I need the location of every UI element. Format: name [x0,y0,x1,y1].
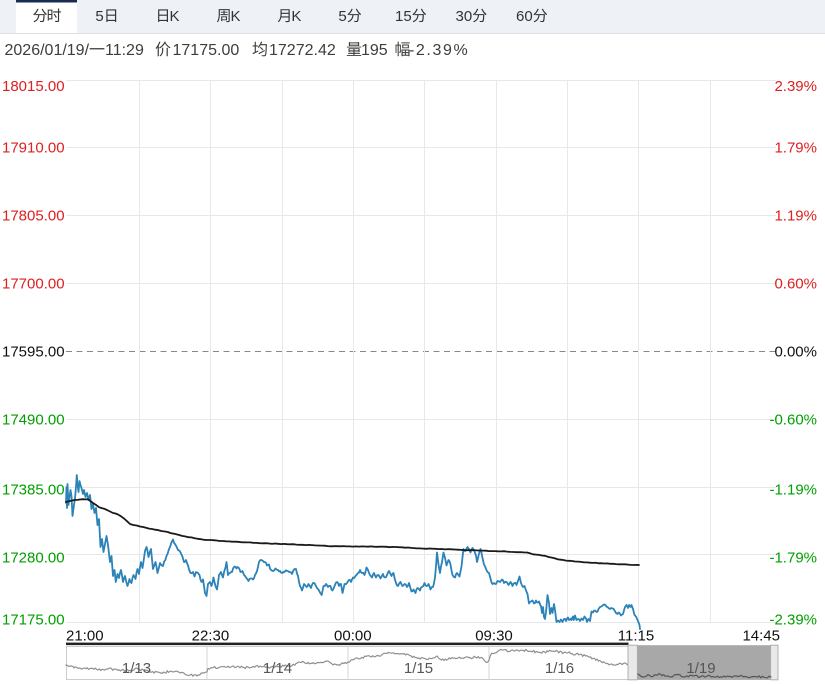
svg-text:1/13: 1/13 [122,660,151,677]
svg-text:30: 30 [456,8,473,25]
svg-text:0.00%: 0.00% [774,344,817,361]
svg-text:0.60%: 0.60% [774,276,817,293]
svg-text:21:00: 21:00 [66,628,104,645]
svg-text:17385.00: 17385.00 [2,482,65,499]
svg-text:-2.39%: -2.39% [769,612,817,629]
svg-text:17280.00: 17280.00 [2,550,65,567]
svg-text:K: K [231,8,241,25]
svg-text:1/14: 1/14 [263,660,292,677]
svg-text:1.19%: 1.19% [774,208,817,225]
svg-text:15: 15 [395,8,412,25]
svg-text:2026/01/19/: 2026/01/19/ [5,42,90,59]
svg-text:K: K [291,8,301,25]
svg-text:14:45: 14:45 [742,628,780,645]
svg-text:1/16: 1/16 [545,660,574,677]
svg-text:1/19: 1/19 [686,660,715,677]
svg-text:1/15: 1/15 [404,660,433,677]
svg-text:2.39%: 2.39% [774,78,817,95]
svg-text:5: 5 [95,8,103,25]
svg-text:17272.42: 17272.42 [269,42,336,59]
svg-text:60: 60 [516,8,533,25]
svg-text:22:30: 22:30 [192,628,230,645]
svg-text:1.79%: 1.79% [774,140,817,157]
svg-text:17175.00: 17175.00 [173,42,240,59]
svg-text:00:00: 00:00 [334,628,372,645]
svg-text:-2.39%: -2.39% [409,42,469,59]
svg-text:11:29: 11:29 [105,42,144,59]
svg-text:-1.79%: -1.79% [769,550,817,567]
svg-text:-0.60%: -0.60% [769,412,817,429]
svg-text:17805.00: 17805.00 [2,208,65,225]
svg-text:17700.00: 17700.00 [2,276,65,293]
svg-text:5: 5 [338,8,346,25]
svg-text:09:30: 09:30 [475,628,513,645]
svg-text:17595.00: 17595.00 [2,344,65,361]
svg-text:17910.00: 17910.00 [2,140,65,157]
svg-text:17490.00: 17490.00 [2,412,65,429]
svg-text:195: 195 [361,42,388,59]
svg-text:-1.19%: -1.19% [769,482,817,499]
svg-text:11:15: 11:15 [618,628,654,645]
svg-text:17175.00: 17175.00 [2,612,65,629]
svg-text:18015.00: 18015.00 [2,78,65,95]
svg-text:K: K [170,8,180,25]
